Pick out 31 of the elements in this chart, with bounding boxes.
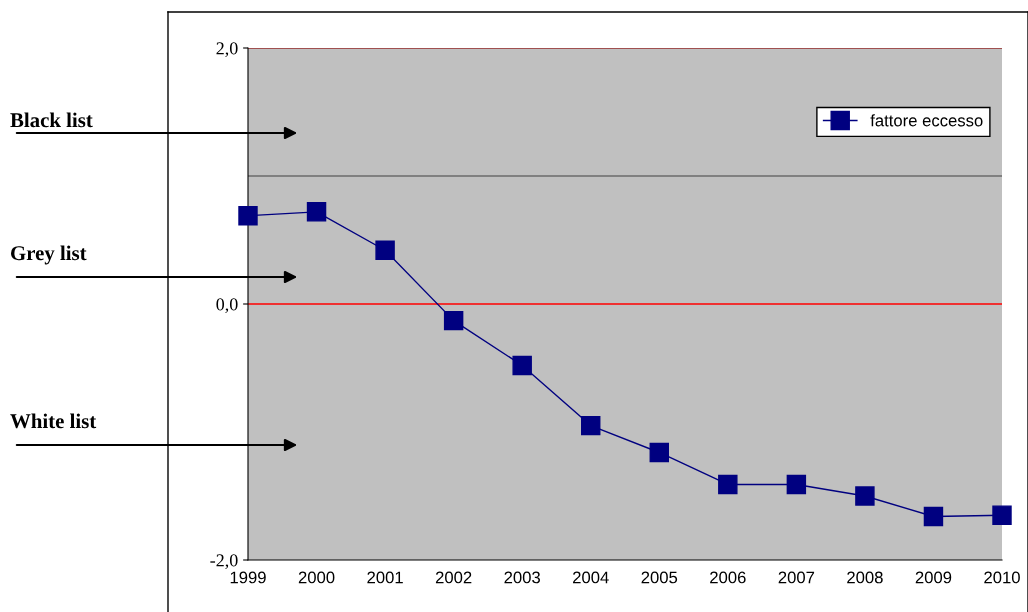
y-tick-label: 2,0 bbox=[216, 42, 238, 58]
text: Grey list bbox=[11, 245, 87, 265]
point bbox=[718, 474, 738, 495]
point bbox=[649, 442, 669, 463]
point bbox=[443, 310, 464, 331]
legend-label: fattore eccesso bbox=[870, 114, 983, 127]
x-tick-label: 2007 bbox=[778, 571, 815, 584]
point bbox=[375, 240, 395, 260]
text: White list bbox=[10, 413, 97, 429]
y-tick-label: -2,0 bbox=[210, 554, 238, 570]
point bbox=[581, 415, 601, 436]
x-tick-label: 2003 bbox=[504, 571, 540, 584]
x-tick-label: 2008 bbox=[847, 571, 883, 584]
point bbox=[306, 202, 327, 222]
x-tick-label: 2005 bbox=[641, 571, 678, 584]
x-tick-label: 2004 bbox=[573, 571, 609, 584]
point bbox=[238, 205, 258, 226]
x-tick-label: 2002 bbox=[435, 571, 472, 584]
point bbox=[512, 355, 532, 376]
x-tick-label: 2010 bbox=[984, 571, 1020, 584]
point bbox=[855, 486, 875, 506]
x-tick-label: 1999 bbox=[230, 571, 266, 584]
x-tick-label: 2009 bbox=[915, 571, 952, 584]
x-tick-label: 2000 bbox=[298, 571, 335, 584]
point bbox=[923, 506, 944, 527]
y-tick-label: 0,0 bbox=[216, 298, 238, 314]
x-tick-label: 2001 bbox=[367, 571, 403, 584]
text: Black list bbox=[10, 112, 93, 128]
x-tick-label: 2006 bbox=[710, 571, 746, 584]
point bbox=[786, 474, 807, 495]
point bbox=[992, 505, 1012, 525]
